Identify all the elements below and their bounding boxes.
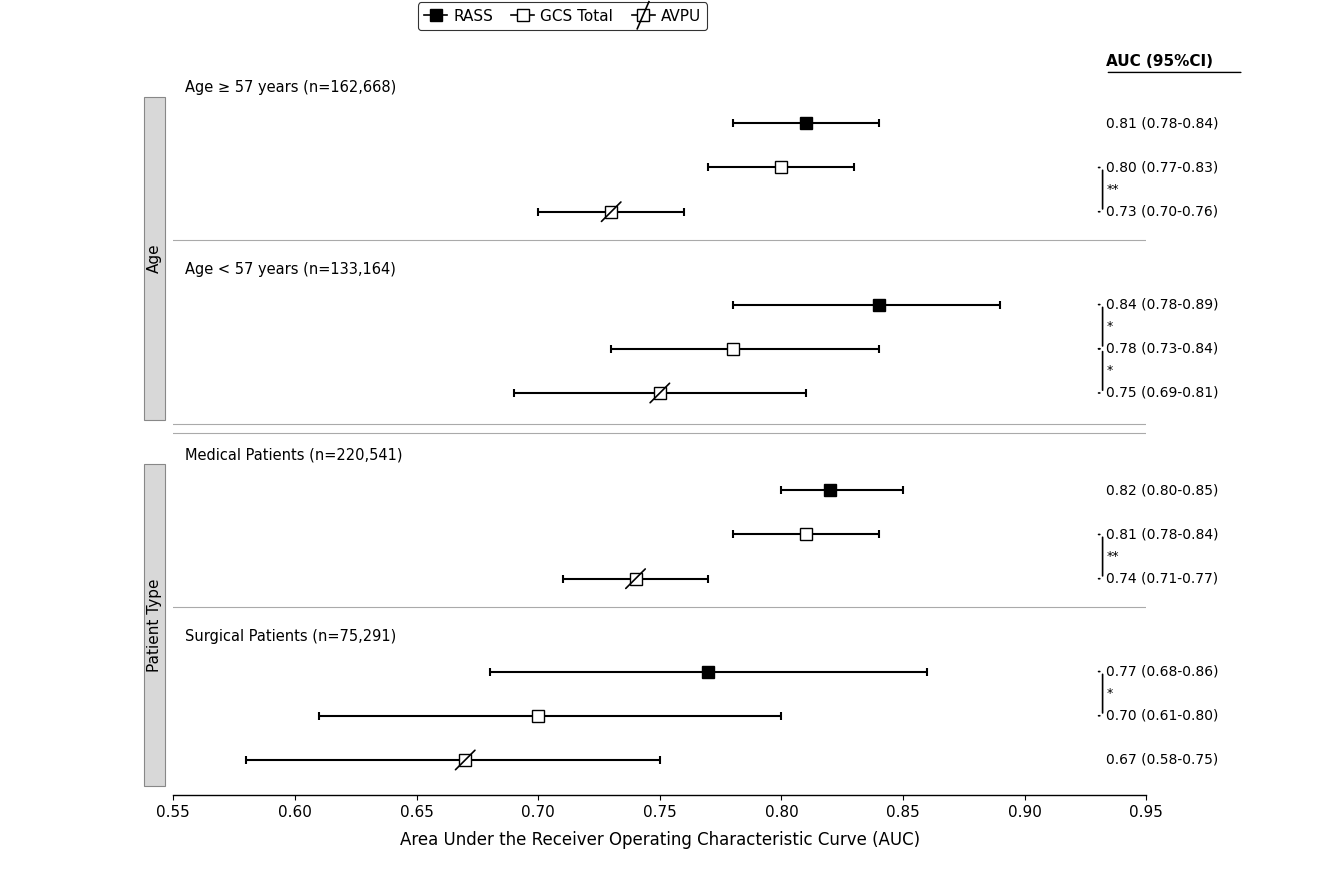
Text: 0.75 (0.69-0.81): 0.75 (0.69-0.81) xyxy=(1105,386,1218,400)
Text: 0.78 (0.73-0.84): 0.78 (0.73-0.84) xyxy=(1105,342,1218,356)
Text: Medical Patients (n=220,541): Medical Patients (n=220,541) xyxy=(185,447,403,462)
Text: Age: Age xyxy=(147,243,163,273)
Text: **: ** xyxy=(1106,184,1118,196)
Text: Surgical Patients (n=75,291): Surgical Patients (n=75,291) xyxy=(185,628,397,643)
Text: 0.84 (0.78-0.89): 0.84 (0.78-0.89) xyxy=(1105,297,1218,311)
Text: AUC (95%CI): AUC (95%CI) xyxy=(1105,54,1213,69)
Text: *: * xyxy=(1106,320,1113,333)
Text: 0.74 (0.71-0.77): 0.74 (0.71-0.77) xyxy=(1105,572,1217,586)
Text: 0.80 (0.77-0.83): 0.80 (0.77-0.83) xyxy=(1105,161,1218,175)
Text: 0.81 (0.78-0.84): 0.81 (0.78-0.84) xyxy=(1105,528,1218,542)
Text: 0.73 (0.70-0.76): 0.73 (0.70-0.76) xyxy=(1105,205,1217,218)
Text: **: ** xyxy=(1106,550,1118,563)
Text: Age ≥ 57 years (n=162,668): Age ≥ 57 years (n=162,668) xyxy=(185,80,397,95)
Text: 0.81 (0.78-0.84): 0.81 (0.78-0.84) xyxy=(1105,116,1218,130)
Legend: RASS, GCS Total, AVPU: RASS, GCS Total, AVPU xyxy=(419,3,706,30)
Text: 0.67 (0.58-0.75): 0.67 (0.58-0.75) xyxy=(1105,753,1218,767)
Text: Age < 57 years (n=133,164): Age < 57 years (n=133,164) xyxy=(185,261,396,277)
X-axis label: Area Under the Receiver Operating Characteristic Curve (AUC): Area Under the Receiver Operating Charac… xyxy=(400,831,920,850)
Text: 0.82 (0.80-0.85): 0.82 (0.80-0.85) xyxy=(1105,483,1218,497)
Text: *: * xyxy=(1106,687,1113,700)
Text: 0.77 (0.68-0.86): 0.77 (0.68-0.86) xyxy=(1105,664,1218,678)
Text: Patient Type: Patient Type xyxy=(147,579,163,672)
Text: 0.70 (0.61-0.80): 0.70 (0.61-0.80) xyxy=(1105,709,1218,723)
Text: *: * xyxy=(1106,364,1113,378)
